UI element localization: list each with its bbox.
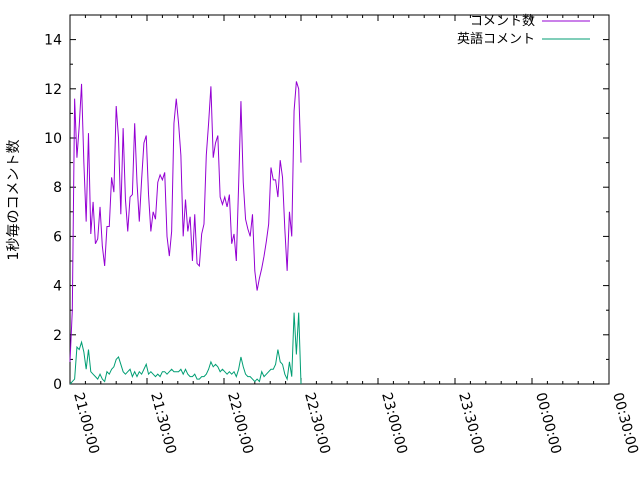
- y-tick-label: 2: [53, 328, 62, 344]
- series-line-2: [69, 312, 302, 385]
- y-tick-label: 4: [53, 279, 62, 295]
- x-tick-label: 21:30:00: [147, 391, 179, 456]
- y-tick-label: 8: [53, 180, 62, 196]
- x-tick-label: 21:00:00: [70, 391, 102, 456]
- y-tick-label: 10: [44, 131, 62, 147]
- x-tick-label: 22:30:00: [301, 391, 333, 456]
- legend-label-1: コメント数: [470, 14, 535, 29]
- y-tick-label: 6: [53, 229, 62, 245]
- y-axis-label: 1秒毎のコメント数: [6, 140, 22, 261]
- x-tick-label: 23:00:00: [378, 391, 410, 456]
- x-tick-label: 00:30:00: [609, 391, 640, 456]
- series-layer: [69, 81, 302, 385]
- series-line-1: [69, 81, 302, 362]
- x-tick-label: 23:30:00: [455, 391, 487, 456]
- y-tick-label: 14: [44, 33, 62, 49]
- y-tick-label: 12: [44, 82, 62, 98]
- legend-label-2: 英語コメント: [457, 31, 535, 47]
- plot-frame: [69, 14, 610, 385]
- x-tick-label: 22:00:00: [224, 391, 256, 456]
- x-axis-ticks: 21:00:00 21:30:00 22:00:00 22:30:00 23:00:00…: [69, 15, 640, 456]
- x-tick-label: 00:00:00: [532, 391, 564, 456]
- plot-border: [69, 14, 610, 385]
- y-tick-label: 0: [53, 377, 62, 393]
